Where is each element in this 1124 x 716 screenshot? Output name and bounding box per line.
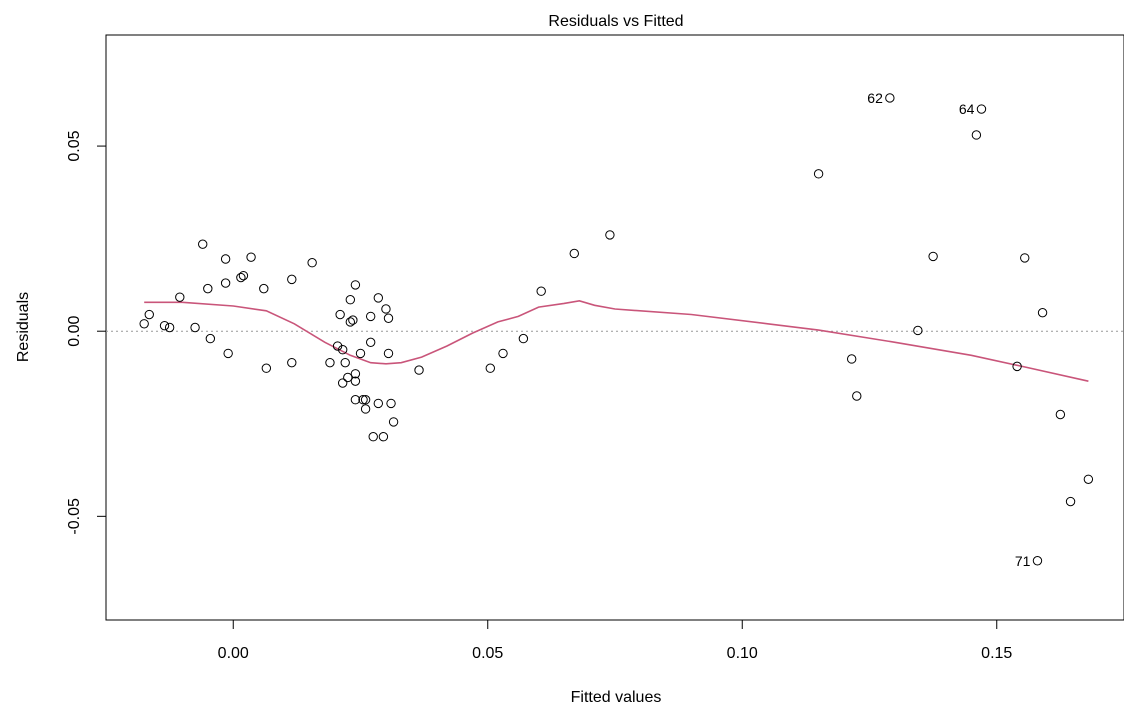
data-point <box>345 295 356 305</box>
data-point <box>365 311 376 322</box>
x-tick-label: 0.10 <box>727 645 758 662</box>
y-tick-label: 0.00 <box>66 316 83 347</box>
chart-title: Residuals vs Fitted <box>548 13 683 30</box>
data-point <box>386 398 396 409</box>
data-point <box>337 378 348 388</box>
data-point <box>388 417 399 427</box>
data-point <box>928 251 938 262</box>
data-point <box>1032 556 1043 566</box>
data-point <box>261 363 272 373</box>
data-point <box>885 93 895 103</box>
data-point <box>358 394 368 405</box>
data-point <box>190 322 200 333</box>
data-point <box>1065 496 1076 507</box>
data-point <box>913 325 923 336</box>
data-point <box>345 317 356 327</box>
smooth-line <box>144 299 1089 382</box>
data-point <box>971 130 982 140</box>
data-point <box>350 369 361 379</box>
data-point <box>287 274 297 285</box>
data-point <box>813 169 824 179</box>
data-point <box>164 322 175 333</box>
data-point <box>348 315 358 325</box>
data-point <box>1037 307 1048 318</box>
y-tick-label: 0.05 <box>66 130 83 161</box>
data-point <box>360 404 371 414</box>
data-point <box>175 292 185 302</box>
data-point <box>203 283 213 294</box>
data-point <box>1020 253 1030 263</box>
point-id-label: 64 <box>959 101 975 117</box>
data-point <box>846 354 857 364</box>
data-point <box>383 313 394 323</box>
x-tick-label: 0.05 <box>472 645 503 662</box>
data-point <box>569 248 579 259</box>
data-point <box>1012 361 1022 372</box>
data-point <box>337 345 348 355</box>
data-point <box>536 286 546 296</box>
data-point <box>335 309 345 320</box>
y-tick-label: -0.05 <box>66 498 83 535</box>
x-tick-label: 0.00 <box>218 645 249 662</box>
data-point <box>325 357 335 368</box>
data-point <box>246 252 256 262</box>
data-point <box>340 357 350 368</box>
data-point <box>365 337 376 348</box>
x-tick-label: 0.15 <box>981 645 1012 662</box>
data-point <box>220 278 231 288</box>
data-point <box>159 320 170 331</box>
data-point <box>852 391 862 401</box>
plot-frame <box>105 34 1124 621</box>
data-point <box>373 398 384 409</box>
data-point <box>485 363 495 373</box>
data-point <box>205 333 216 344</box>
data-point <box>259 283 269 294</box>
data-point <box>414 365 424 375</box>
y-axis: -0.05 0.00 0.05 <box>66 130 106 535</box>
data-point <box>139 319 149 329</box>
data-point <box>355 348 366 359</box>
data-point <box>360 394 371 405</box>
x-axis: 0.00 0.05 0.10 0.15 <box>218 620 1012 662</box>
data-point <box>220 254 231 264</box>
data-point <box>287 357 297 368</box>
data-point <box>373 293 384 303</box>
x-axis-label: Fitted values <box>571 689 662 706</box>
data-point <box>498 348 508 359</box>
data-point <box>1083 474 1094 485</box>
data-point <box>605 230 615 240</box>
data-point <box>368 432 378 442</box>
data-point <box>307 258 317 268</box>
data-points <box>139 93 1094 566</box>
point-id-label: 62 <box>867 90 883 106</box>
data-point <box>381 304 391 314</box>
y-axis-label: Residuals <box>15 292 32 362</box>
data-point <box>350 394 361 405</box>
data-point <box>343 372 353 383</box>
data-point <box>144 309 154 320</box>
data-point <box>238 270 249 281</box>
data-point <box>383 348 394 359</box>
point-id-label: 71 <box>1015 553 1031 569</box>
point-labels: 62 64 71 <box>867 90 1030 569</box>
data-point <box>350 280 361 290</box>
data-point <box>236 272 246 283</box>
data-point <box>378 432 389 442</box>
data-point <box>1055 409 1066 420</box>
data-point <box>350 376 361 386</box>
data-point <box>976 104 987 114</box>
data-point <box>518 333 529 344</box>
data-point <box>223 348 233 359</box>
data-point <box>198 239 208 249</box>
